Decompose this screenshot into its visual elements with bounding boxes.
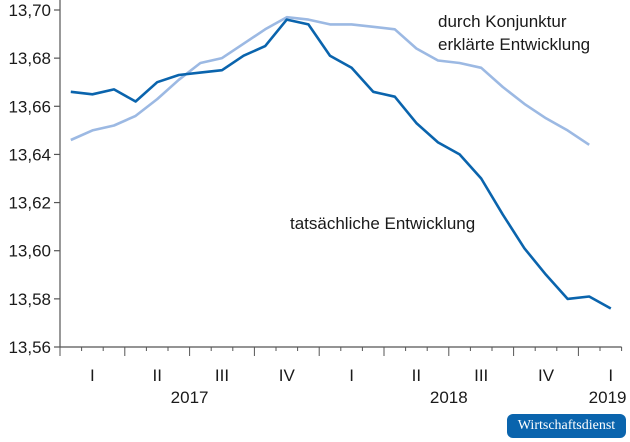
y-tick-label: 13,58 <box>8 290 51 309</box>
quarter-label: II <box>152 366 161 385</box>
y-tick-label: 13,56 <box>8 338 51 357</box>
quarter-label: III <box>474 366 488 385</box>
y-tick-label: 13,70 <box>8 1 51 20</box>
quarter-label: I <box>90 366 95 385</box>
quarter-label: IV <box>538 366 555 385</box>
quarter-label: I <box>608 366 613 385</box>
quarter-label: II <box>412 366 421 385</box>
annotation-explained-line1: durch Konjunktur <box>438 12 567 31</box>
y-tick-label: 13,64 <box>8 145 51 164</box>
y-tick-label: 13,60 <box>8 242 51 261</box>
quarter-label: I <box>349 366 354 385</box>
year-label: 2018 <box>430 388 468 407</box>
annotation-actual: tatsächliche Entwicklung <box>290 214 475 233</box>
annotation-explained-line2: erklärte Entwicklung <box>438 35 590 54</box>
quarter-label: III <box>215 366 229 385</box>
year-label: 2019 <box>589 388 627 407</box>
y-tick-label: 13,62 <box>8 194 51 213</box>
wirtschaftsdienst-logo: Wirtschaftsdienst <box>507 414 626 438</box>
series-line-actual <box>70 18 612 310</box>
y-tick-label: 13,66 <box>8 97 51 116</box>
y-tick-label: 13,68 <box>8 49 51 68</box>
quarter-label: IV <box>279 366 296 385</box>
year-label: 2017 <box>171 388 209 407</box>
